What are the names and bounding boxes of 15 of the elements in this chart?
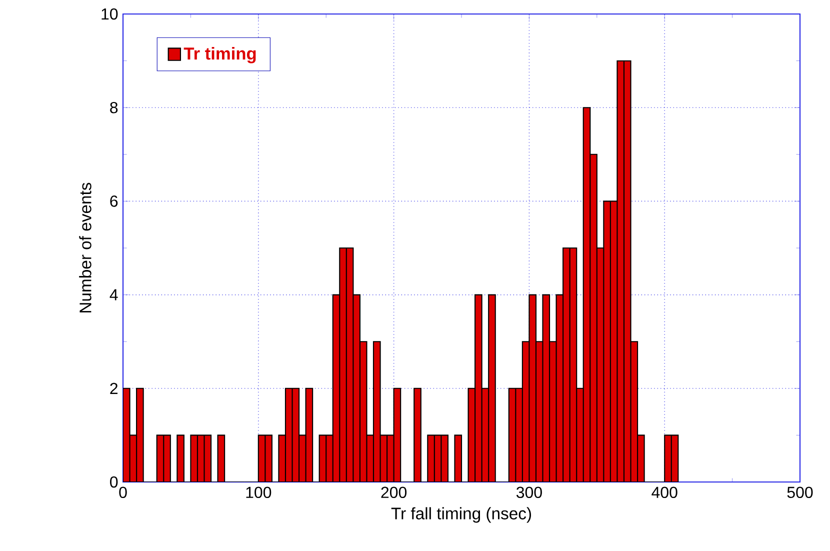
y-tick-label: 2 xyxy=(110,382,118,394)
x-tick-label: 200 xyxy=(381,486,407,498)
x-tick-label: 400 xyxy=(652,486,678,498)
y-tick-label: 6 xyxy=(110,196,118,207)
x-tick-label: 100 xyxy=(246,486,272,498)
y-axis-title: Number of events xyxy=(79,182,92,312)
y-tick-label: 0 xyxy=(110,476,118,488)
legend-label: Tr timing xyxy=(184,46,256,64)
x-tick-label: 500 xyxy=(787,486,813,498)
x-tick-label: 0 xyxy=(119,486,127,498)
y-tick-label: 4 xyxy=(110,289,118,300)
y-tick-label: 8 xyxy=(110,102,118,114)
x-axis-title: Tr fall timing (nsec) xyxy=(391,507,531,523)
x-tick-label: 300 xyxy=(516,486,542,498)
y-tick-label: 10 xyxy=(102,8,118,20)
